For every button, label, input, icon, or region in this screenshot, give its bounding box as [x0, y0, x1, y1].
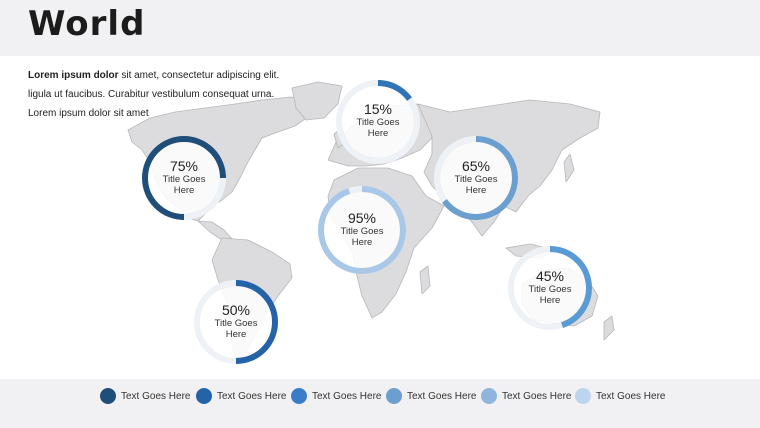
ring-caption-95: Title Goes Here	[340, 226, 384, 248]
ring-caption-75: Title Goes Here	[162, 174, 206, 196]
ring-disc-2	[342, 86, 414, 158]
legend-swatch-4	[386, 388, 402, 404]
ring-label-50: 50% Title Goes Here	[206, 302, 266, 340]
ring-percent-75: 75%	[169, 158, 199, 174]
greenland-shape	[291, 81, 343, 121]
japan-shape	[563, 153, 575, 183]
legend-swatch-1	[100, 388, 116, 404]
legend-item-3: Text Goes Here	[291, 387, 381, 405]
ring-disc-5	[514, 252, 586, 324]
ring-disc-6	[200, 286, 272, 358]
intro-line1: sit amet, consectetur adipiscing elit.	[118, 70, 280, 81]
ring-arc-1	[142, 136, 226, 220]
legend-label-5: Text Goes Here	[502, 390, 572, 402]
ring-percent-15: 15%	[363, 101, 393, 117]
ring-caption-45: Title Goes Here	[528, 284, 572, 306]
legend-item-4: Text Goes Here	[386, 387, 476, 405]
legend-label-6: Text Goes Here	[596, 390, 666, 402]
legend-label-3: Text Goes Here	[312, 390, 382, 402]
ring-arc-6	[235, 280, 278, 364]
ring-label-15: 15% Title Goes Here	[348, 101, 408, 139]
ring-arc-4	[318, 186, 406, 274]
ring-caption-65: Title Goes Here	[454, 174, 498, 196]
ring-label-95: 95% Title Goes Here	[332, 210, 392, 248]
ring-percent-45: 45%	[535, 268, 565, 284]
legend-label-1: Text Goes Here	[121, 390, 191, 402]
ring-disc-4	[324, 192, 400, 268]
legend-item-5: Text Goes Here	[481, 387, 571, 405]
legend-item-2: Text Goes Here	[196, 387, 286, 405]
ring-label-45: 45% Title Goes Here	[520, 268, 580, 306]
legend-item-6: Text Goes Here	[575, 387, 665, 405]
ring-arc-3	[442, 136, 518, 220]
header-bar	[0, 0, 760, 56]
page-title: World	[28, 4, 146, 44]
central-america-shape	[197, 220, 234, 241]
ring-percent-50: 50%	[221, 302, 251, 318]
legend-swatch-5	[481, 388, 497, 404]
ring-arc-5	[549, 246, 592, 328]
legend-item-1: Text Goes Here	[100, 387, 190, 405]
ring-percent-65: 65%	[461, 158, 491, 174]
ring-label-65: 65% Title Goes Here	[446, 158, 506, 196]
intro-line3: Lorem ipsum dolor sit amet	[28, 108, 149, 119]
legend-label-4: Text Goes Here	[407, 390, 477, 402]
intro-lead: Lorem ipsum dolor	[28, 70, 119, 81]
ring-percent-95: 95%	[347, 210, 377, 226]
ring-caption-15: Title Goes Here	[356, 117, 400, 139]
legend-swatch-2	[196, 388, 212, 404]
ring-arc-2	[377, 80, 412, 101]
legend-swatch-3	[291, 388, 307, 404]
madagascar-shape	[419, 265, 431, 295]
intro-line2: ligula ut faucibus. Curabitur vestibulum…	[28, 89, 275, 100]
ring-label-75: 75% Title Goes Here	[154, 158, 214, 196]
legend-label-2: Text Goes Here	[217, 390, 287, 402]
intro-text: Lorem ipsum dolor sit amet, consectetur …	[28, 66, 288, 123]
new-zealand-shape	[603, 315, 615, 341]
ring-disc-3	[440, 142, 512, 214]
world-map	[127, 80, 615, 365]
percentage-rings	[142, 80, 592, 364]
legend-bar	[0, 379, 760, 428]
ring-caption-50: Title Goes Here	[214, 318, 258, 340]
ring-disc-1	[148, 142, 220, 214]
legend-swatch-6	[575, 388, 591, 404]
